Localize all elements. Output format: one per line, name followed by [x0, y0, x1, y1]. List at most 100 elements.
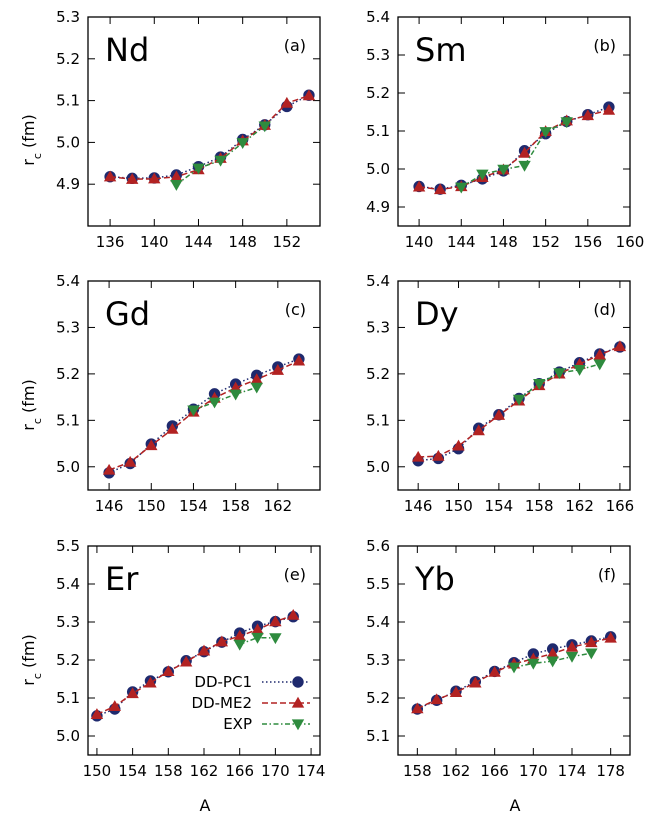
x-tick-label: 158	[221, 497, 250, 515]
series-line	[419, 109, 610, 191]
data-point	[411, 450, 425, 462]
series-dd-me2	[102, 354, 306, 475]
y-tick-label: 5.0	[56, 458, 80, 476]
y-tick-label: 5.3	[56, 613, 80, 631]
data-point	[546, 656, 559, 668]
y-tick-label: 5.4	[366, 8, 390, 26]
data-point	[593, 348, 606, 360]
data-point	[604, 631, 617, 643]
y-tick-label: 5.4	[56, 272, 80, 290]
data-point	[518, 160, 531, 172]
y-tick-label: 5.1	[366, 122, 390, 140]
y-tick-label: 4.9	[366, 198, 390, 216]
x-tick-label: 154	[118, 762, 147, 780]
panel-er: 5.0 5.1 5.2 5.3 5.4 5.5 150 154 158 162 166 170 174 E…	[56, 537, 325, 780]
legend-label: DD-PC1	[194, 673, 252, 691]
xlabel-left: A	[200, 796, 211, 815]
data-point	[214, 155, 227, 167]
data-point	[251, 623, 264, 635]
y-tick-label: 5.2	[56, 50, 80, 68]
plot-frame	[87, 16, 321, 227]
data-point	[602, 103, 616, 115]
series-line	[110, 94, 310, 180]
panel-letter: (d)	[593, 300, 616, 319]
panel-letter: (c)	[285, 300, 306, 319]
panel-letter: (e)	[284, 565, 306, 584]
panel-gd: 5.0 5.1 5.2 5.3 5.4 146 150 154 158 162 Gd (c)	[56, 272, 321, 515]
y-tick-label: 5.4	[366, 272, 390, 290]
x-tick-label: 158	[525, 497, 554, 515]
y-tick-label: 5.5	[366, 575, 390, 593]
data-point	[539, 127, 552, 138]
data-point	[170, 179, 183, 191]
data-point	[166, 422, 179, 434]
data-point	[585, 636, 598, 648]
data-point	[518, 146, 531, 158]
legend-entry-exp: EXP	[223, 715, 310, 733]
data-point	[430, 693, 443, 705]
data-point	[250, 382, 263, 394]
panel-nd: 4.9 5.0 5.1 5.2 5.3 136 140 144 148 152 Nd (a)	[56, 8, 321, 251]
x-tick-label: 162	[263, 497, 292, 515]
series-exp	[507, 648, 598, 674]
x-tick-label: 140	[140, 233, 169, 251]
series-line	[193, 386, 257, 411]
data-point	[197, 644, 211, 656]
data-point	[144, 676, 157, 688]
data-point	[229, 389, 242, 401]
data-point	[187, 405, 200, 417]
panel-letter: (f)	[598, 565, 616, 584]
data-point	[613, 340, 627, 352]
xlabel-right: A	[510, 796, 521, 815]
x-tick-label: 146	[95, 497, 124, 515]
x-tick-label: 162	[190, 762, 219, 780]
x-tick-label: 148	[489, 233, 518, 251]
data-point	[507, 662, 521, 674]
y-tick-label: 5.3	[56, 8, 80, 26]
x-tick-label: 166	[225, 762, 254, 780]
y-tick-label: 4.9	[56, 175, 80, 193]
data-point	[170, 170, 183, 182]
element-label: Yb	[414, 560, 455, 598]
x-tick-label: 148	[228, 233, 257, 251]
y-tick-label: 5.3	[366, 46, 390, 64]
x-tick-label: 144	[184, 233, 213, 251]
x-tick-label: 174	[558, 762, 587, 780]
series-dd-me2	[411, 631, 617, 714]
data-point	[103, 170, 117, 182]
series-dd-me2	[103, 89, 316, 184]
data-point	[581, 109, 595, 121]
data-point	[411, 702, 424, 714]
y-tick-label: 5.2	[366, 689, 390, 707]
y-tick-label: 5.0	[366, 160, 390, 178]
data-point	[497, 164, 510, 176]
x-tick-label: 158	[154, 762, 183, 780]
data-point	[546, 647, 559, 659]
data-point	[593, 359, 606, 371]
data-point	[527, 658, 540, 670]
panel-sm: 4.9 5.0 5.1 5.2 5.3 5.4 140 144 148 152 156 160 Sm (b…	[366, 8, 644, 251]
data-point	[236, 138, 249, 150]
data-point	[208, 397, 221, 409]
legend-label: DD-ME2	[192, 694, 252, 712]
y-tick-label: 5.3	[366, 318, 390, 336]
panel-letter: (a)	[284, 36, 306, 55]
series-line	[416, 637, 611, 710]
ylabel-middle: rc (fm)	[19, 379, 44, 430]
data-point	[287, 608, 300, 620]
data-point	[455, 182, 468, 194]
series-exp	[187, 382, 263, 417]
data-point	[433, 183, 447, 195]
data-point	[292, 354, 306, 366]
plot-frame	[397, 16, 631, 227]
data-point	[560, 117, 573, 129]
series-dd-me2	[412, 103, 616, 195]
x-tick-label: 152	[531, 233, 560, 251]
data-point	[302, 89, 316, 101]
data-point	[476, 169, 489, 181]
series-exp	[233, 632, 282, 651]
data-point	[148, 172, 161, 184]
y-tick-label: 5.1	[366, 411, 390, 429]
x-tick-label: 140	[405, 233, 434, 251]
